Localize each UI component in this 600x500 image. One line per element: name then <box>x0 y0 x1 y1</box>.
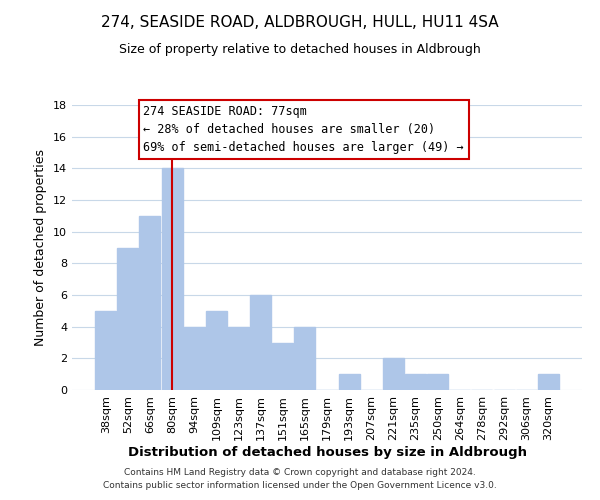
Text: Contains HM Land Registry data © Crown copyright and database right 2024.
Contai: Contains HM Land Registry data © Crown c… <box>103 468 497 490</box>
Bar <box>161 168 182 390</box>
Bar <box>538 374 559 390</box>
Bar <box>405 374 426 390</box>
Text: Size of property relative to detached houses in Aldbrough: Size of property relative to detached ho… <box>119 42 481 56</box>
Bar <box>184 326 205 390</box>
Bar <box>95 311 116 390</box>
Bar <box>272 342 293 390</box>
Text: 274, SEASIDE ROAD, ALDBROUGH, HULL, HU11 4SA: 274, SEASIDE ROAD, ALDBROUGH, HULL, HU11… <box>101 15 499 30</box>
Bar <box>206 311 227 390</box>
Bar <box>427 374 448 390</box>
Bar <box>250 295 271 390</box>
Bar <box>139 216 160 390</box>
Bar <box>118 248 139 390</box>
Y-axis label: Number of detached properties: Number of detached properties <box>34 149 47 346</box>
Text: 274 SEASIDE ROAD: 77sqm
← 28% of detached houses are smaller (20)
69% of semi-de: 274 SEASIDE ROAD: 77sqm ← 28% of detache… <box>143 105 464 154</box>
Bar <box>228 326 249 390</box>
Bar <box>295 326 316 390</box>
X-axis label: Distribution of detached houses by size in Aldbrough: Distribution of detached houses by size … <box>128 446 527 458</box>
Bar <box>338 374 359 390</box>
Bar <box>383 358 404 390</box>
